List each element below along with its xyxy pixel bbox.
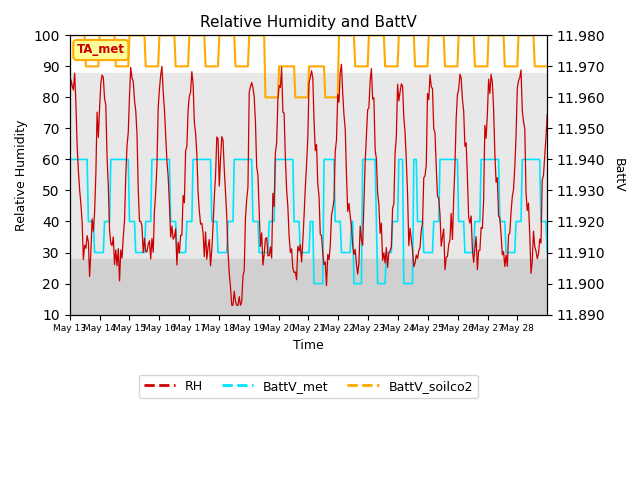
Y-axis label: Relative Humidity: Relative Humidity [15,119,28,231]
Legend: RH, BattV_met, BattV_soilco2: RH, BattV_met, BattV_soilco2 [139,375,478,398]
X-axis label: Time: Time [293,339,324,352]
Bar [70,259,547,314]
Bar [70,72,547,259]
Y-axis label: BattV: BattV [612,157,625,192]
Text: TA_met: TA_met [77,44,125,57]
Title: Relative Humidity and BattV: Relative Humidity and BattV [200,15,417,30]
